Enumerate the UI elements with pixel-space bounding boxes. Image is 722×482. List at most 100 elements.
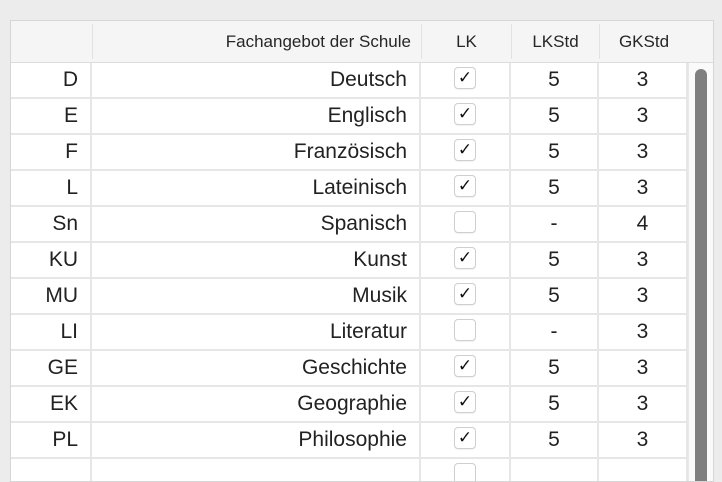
- subject-name: Deutsch: [92, 63, 421, 97]
- subject-code: F: [11, 135, 92, 169]
- lk-checkbox[interactable]: ✓: [454, 67, 476, 90]
- header-lk[interactable]: LK: [421, 24, 511, 59]
- lk-cell: ✓: [421, 171, 511, 205]
- table-row[interactable]: F Französisch ✓ 5 3: [11, 135, 688, 171]
- gkstd-value: [599, 459, 688, 481]
- checkmark-icon: ✓: [457, 428, 473, 448]
- table-row[interactable]: KU Kunst ✓ 5 3: [11, 243, 688, 279]
- gkstd-value: 4: [599, 207, 688, 241]
- subject-name: Lateinisch: [92, 171, 421, 205]
- table-row[interactable]: EK Geographie ✓ 5 3: [11, 387, 688, 423]
- scrollbar-thumb[interactable]: [695, 69, 707, 481]
- gkstd-value: 3: [599, 63, 688, 97]
- subject-code: KU: [11, 243, 92, 277]
- lkstd-value: 5: [511, 351, 599, 385]
- checkmark-icon: ✓: [457, 68, 473, 88]
- lk-cell: ✓: [421, 99, 511, 133]
- lk-cell: ✓: [421, 135, 511, 169]
- subject-name: Musik: [92, 279, 421, 313]
- lkstd-value: 5: [511, 423, 599, 457]
- checkmark-icon: ✓: [457, 176, 473, 196]
- lkstd-value: 5: [511, 63, 599, 97]
- lkstd-value: 5: [511, 243, 599, 277]
- gkstd-value: 3: [599, 351, 688, 385]
- lk-checkbox[interactable]: ✓: [454, 247, 476, 270]
- subject-name: Kunst: [92, 243, 421, 277]
- checkmark-icon: ✓: [457, 284, 473, 304]
- table-row[interactable]: GE Geschichte ✓ 5 3: [11, 351, 688, 387]
- checkmark-icon: ✓: [457, 140, 473, 160]
- header-gkstd[interactable]: GKStd: [599, 24, 688, 59]
- header-code[interactable]: [11, 21, 92, 62]
- lk-cell: ✓: [421, 387, 511, 421]
- gkstd-value: 3: [599, 171, 688, 205]
- lk-cell: ✓: [421, 351, 511, 385]
- vertical-scrollbar[interactable]: [688, 63, 713, 481]
- subject-name: Philosophie: [92, 423, 421, 457]
- table-row[interactable]: E Englisch ✓ 5 3: [11, 99, 688, 135]
- lk-cell: [421, 315, 511, 349]
- subject-name: Literatur: [92, 315, 421, 349]
- gkstd-value: 3: [599, 243, 688, 277]
- lk-cell: [421, 207, 511, 241]
- checkmark-icon: ✓: [457, 392, 473, 412]
- subject-name: Englisch: [92, 99, 421, 133]
- checkmark-icon: ✓: [457, 104, 473, 124]
- subject-name: [92, 459, 421, 481]
- subject-name: Spanisch: [92, 207, 421, 241]
- table-row[interactable]: MU Musik ✓ 5 3: [11, 279, 688, 315]
- lk-cell: ✓: [421, 63, 511, 97]
- gkstd-value: 3: [599, 423, 688, 457]
- gkstd-value: 3: [599, 387, 688, 421]
- lk-checkbox[interactable]: [454, 463, 476, 481]
- table-row[interactable]: PL Philosophie ✓ 5 3: [11, 423, 688, 459]
- lk-checkbox[interactable]: [454, 319, 476, 342]
- subject-code: E: [11, 99, 92, 133]
- subject-code: PL: [11, 423, 92, 457]
- subject-name: Französisch: [92, 135, 421, 169]
- checkmark-icon: ✓: [457, 356, 473, 376]
- header-subject[interactable]: Fachangebot der Schule: [92, 24, 421, 59]
- gkstd-value: 3: [599, 315, 688, 349]
- lkstd-value: 5: [511, 135, 599, 169]
- subject-code: [11, 459, 92, 481]
- subject-code: D: [11, 63, 92, 97]
- lk-cell: [421, 459, 511, 481]
- lk-checkbox[interactable]: [454, 211, 476, 234]
- lkstd-value: 5: [511, 99, 599, 133]
- header-lkstd[interactable]: LKStd: [511, 24, 599, 59]
- lkstd-value: -: [511, 207, 599, 241]
- subject-code: LI: [11, 315, 92, 349]
- lkstd-value: 5: [511, 279, 599, 313]
- lk-checkbox[interactable]: ✓: [454, 355, 476, 378]
- lkstd-value: 5: [511, 171, 599, 205]
- gkstd-value: 3: [599, 279, 688, 313]
- table-row[interactable]: D Deutsch ✓ 5 3: [11, 63, 688, 99]
- lkstd-value: [511, 459, 599, 481]
- gkstd-value: 3: [599, 135, 688, 169]
- lk-checkbox[interactable]: ✓: [454, 103, 476, 126]
- subject-code: L: [11, 171, 92, 205]
- lk-checkbox[interactable]: ✓: [454, 139, 476, 162]
- lk-cell: ✓: [421, 243, 511, 277]
- lk-checkbox[interactable]: ✓: [454, 427, 476, 450]
- lk-checkbox[interactable]: ✓: [454, 391, 476, 414]
- subject-code: Sn: [11, 207, 92, 241]
- table-row[interactable]: LI Literatur -3: [11, 315, 688, 351]
- subject-code: MU: [11, 279, 92, 313]
- lkstd-value: 5: [511, 387, 599, 421]
- checkmark-icon: ✓: [457, 248, 473, 268]
- lk-checkbox[interactable]: ✓: [454, 283, 476, 306]
- table-row[interactable]: Sn Spanisch -4: [11, 207, 688, 243]
- table-header: Fachangebot der Schule LK LKStd GKStd: [11, 21, 713, 63]
- table-row[interactable]: [11, 459, 688, 481]
- gkstd-value: 3: [599, 99, 688, 133]
- lk-cell: ✓: [421, 279, 511, 313]
- table-row[interactable]: L Lateinisch ✓ 5 3: [11, 171, 688, 207]
- subject-name: Geschichte: [92, 351, 421, 385]
- subject-code: GE: [11, 351, 92, 385]
- lkstd-value: -: [511, 315, 599, 349]
- lk-checkbox[interactable]: ✓: [454, 175, 476, 198]
- lk-cell: ✓: [421, 423, 511, 457]
